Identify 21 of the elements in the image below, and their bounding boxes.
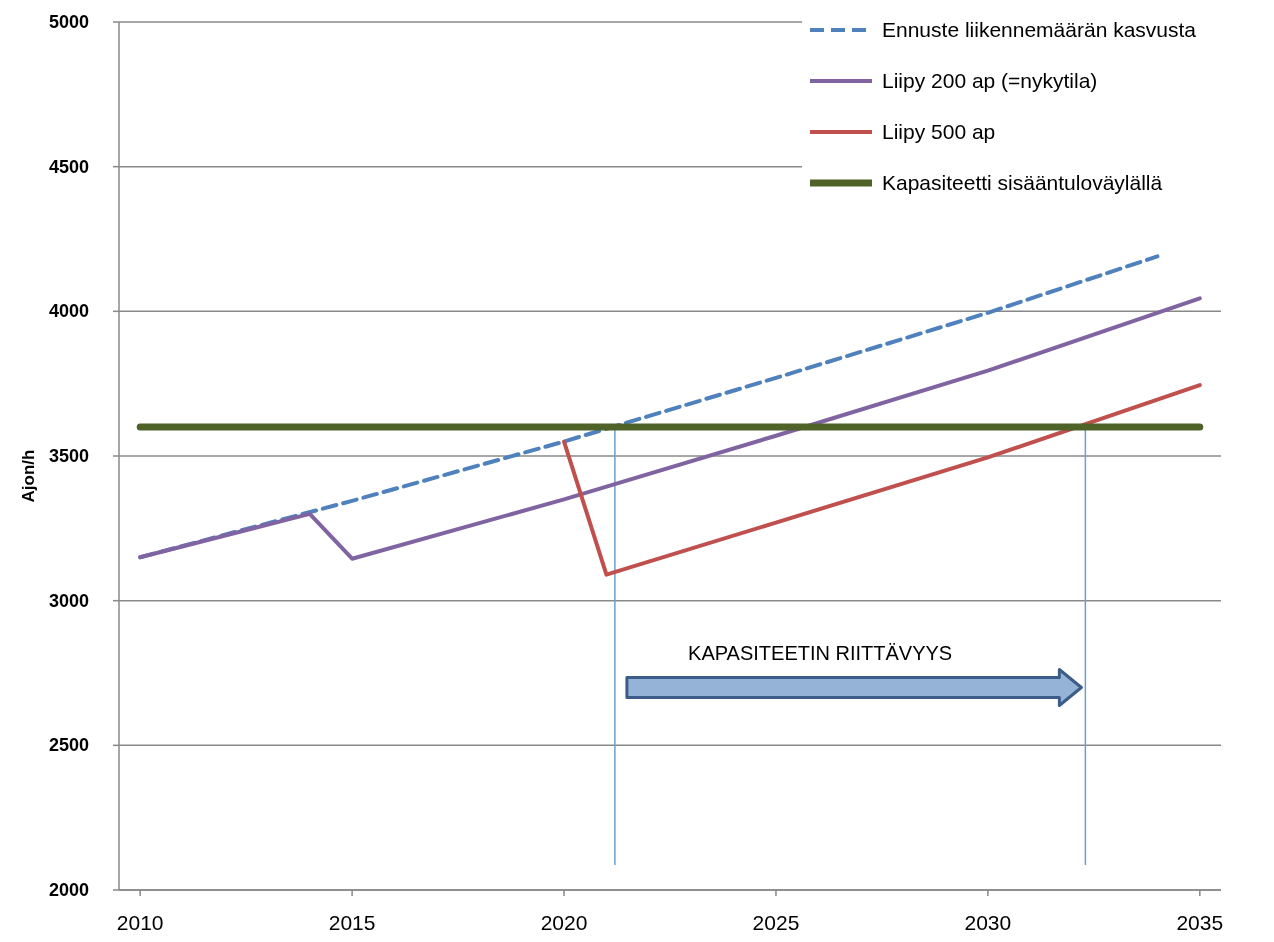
y-axis-title: Ajon/h (19, 449, 38, 503)
y-tick-label: 2500 (48, 735, 90, 756)
x-tick-label: 2030 (964, 911, 1012, 934)
line-series (562, 383, 1202, 577)
y-tick-label: 4500 (48, 156, 90, 177)
legend-label: Kapasiteetti sisääntuloväylällä (882, 171, 1163, 194)
y-tick-label: 5000 (48, 12, 90, 32)
x-tick-label: 2035 (1176, 911, 1224, 934)
line-series (138, 296, 1202, 561)
legend-label: Ennuste liikennemäärän kasvusta (882, 18, 1197, 41)
x-tick-label: 2020 (540, 911, 588, 934)
legend-label: Liipy 500 ap (882, 120, 996, 143)
legend-label: Liipy 200 ap (=nykytila) (882, 69, 1098, 92)
y-tick-label: 3500 (48, 446, 90, 466)
y-tick-label: 2000 (48, 880, 90, 900)
y-tick-label: 4000 (48, 301, 90, 322)
x-tick-label: 2025 (752, 911, 800, 934)
y-tick-label: 3000 (48, 590, 90, 611)
x-tick-label: 2015 (328, 911, 376, 934)
x-tick-label: 2010 (116, 911, 164, 934)
annotation: KAPASITEETIN RIITTÄVYYS (688, 642, 953, 665)
